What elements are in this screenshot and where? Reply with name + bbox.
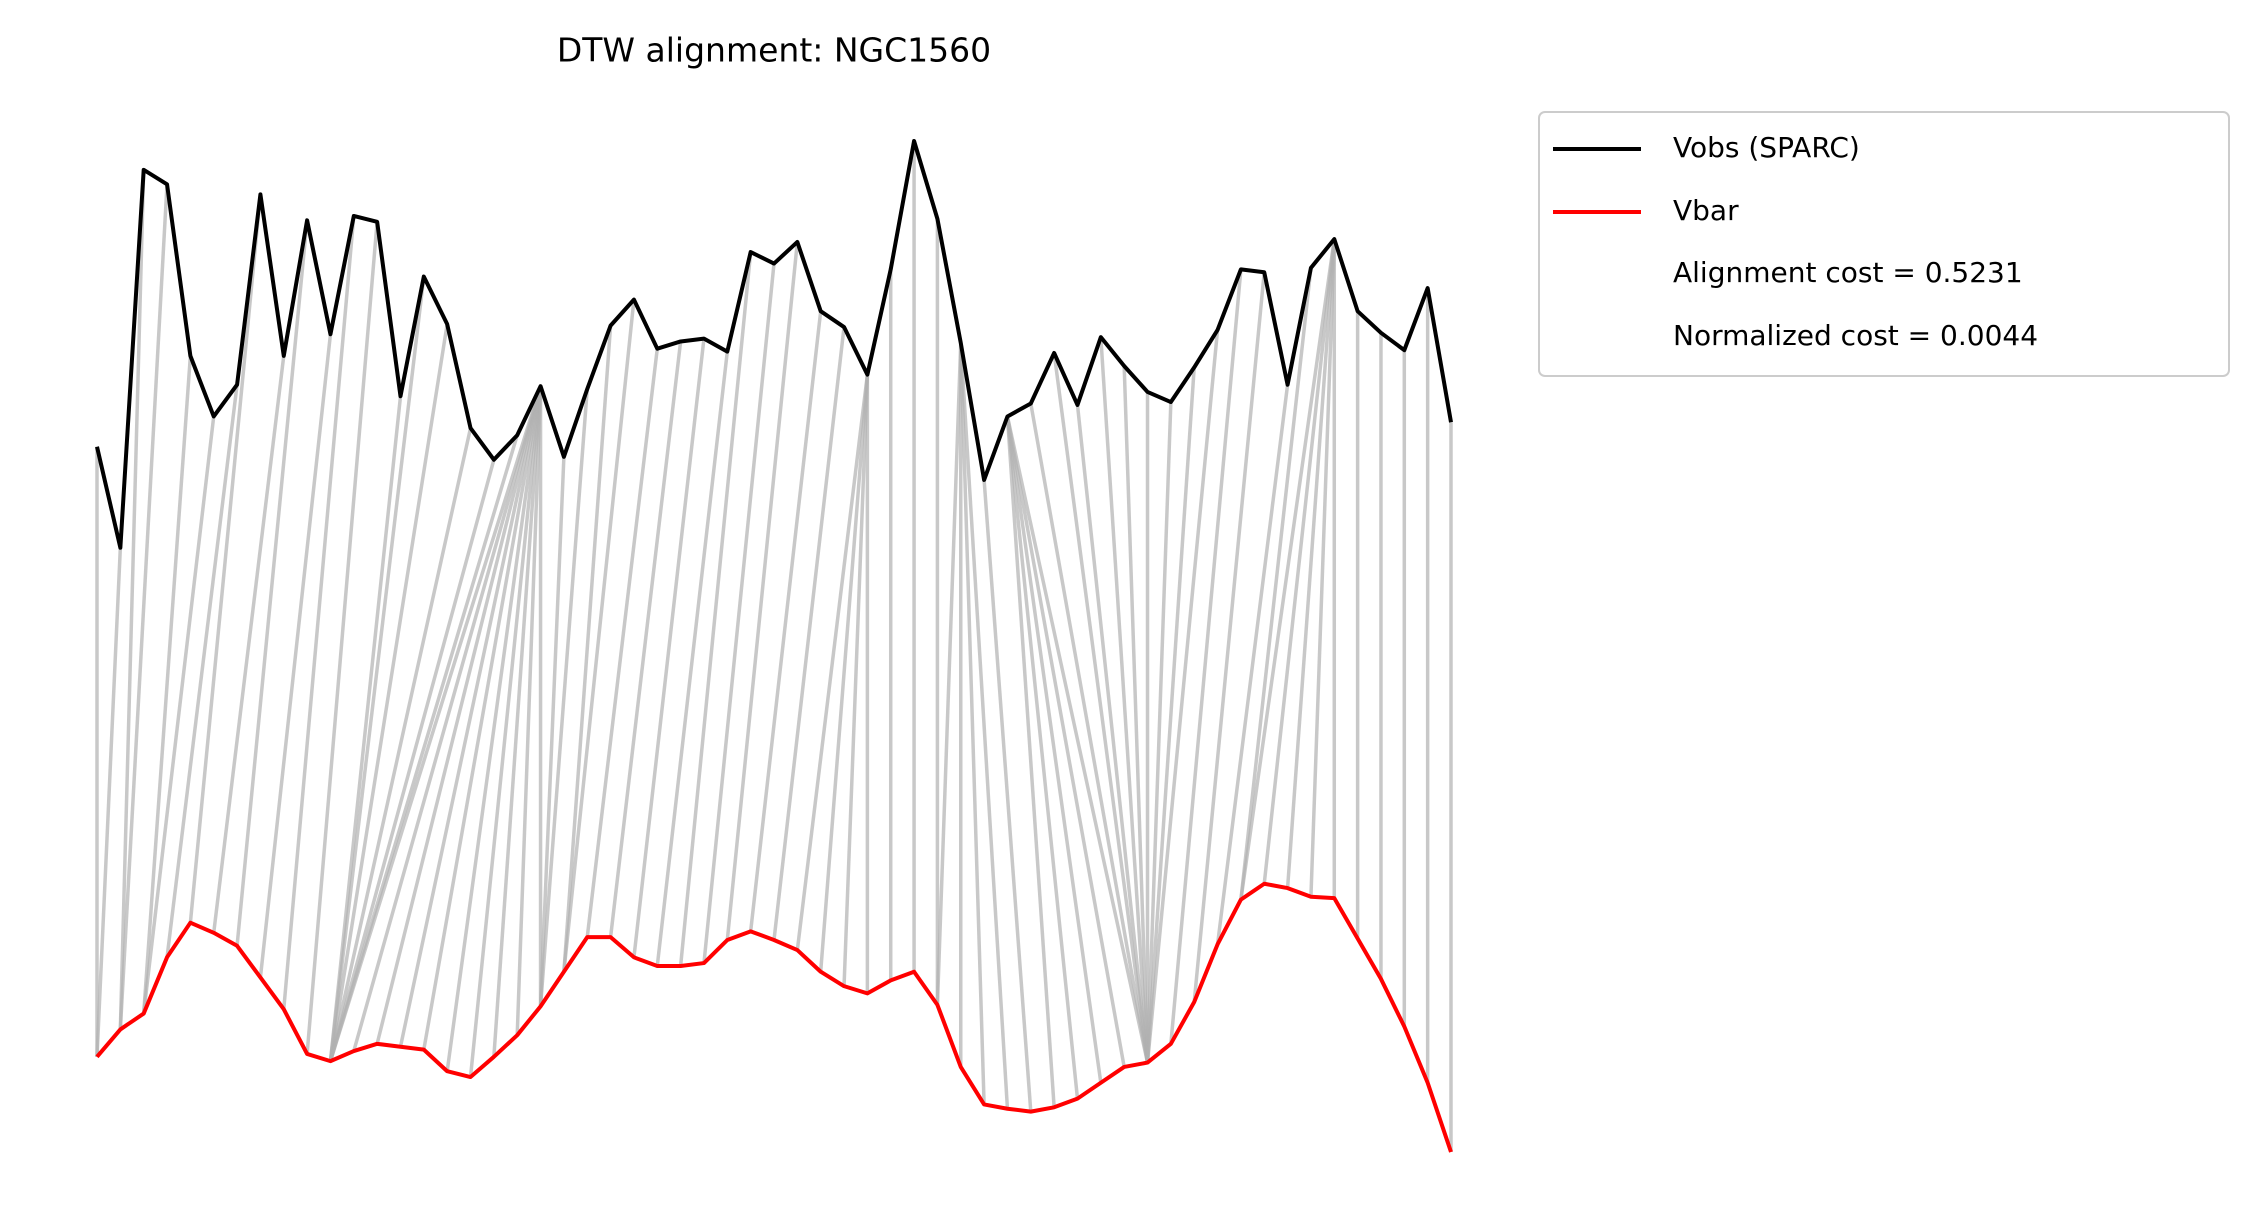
alignment-connector [1052,352,1150,1063]
alignment-connector [118,184,169,1030]
alignment-connector [1145,401,1173,1063]
alignment-connector [702,263,776,964]
alignment-connector [328,385,543,1062]
alignment-connector [1005,416,1126,1068]
alignment-connector [748,310,823,932]
alignment-connector [515,386,543,1036]
alignment-connector [398,385,543,1048]
alignment-connector [188,194,263,923]
alignment-connector [1145,367,1196,1063]
legend-note: Alignment cost = 0.5231 [1673,256,2023,289]
alignment-connector [1005,416,1056,1108]
alignment-connector [118,169,146,1030]
alignment-connector [1169,269,1243,1044]
alignment-connector [328,276,426,1062]
alignment-connector [445,385,543,1072]
alignment-connector [328,459,496,1062]
alignment-connector [352,385,543,1052]
alignment-connector [1005,416,1150,1063]
series-line [95,139,1453,550]
alignment-connector [1005,416,1103,1084]
alignment-connector [1285,238,1337,889]
alignment-connector [141,355,193,1014]
alignment-connector [982,479,1033,1112]
legend-label: Vbar [1673,194,1739,227]
alignment-connector [375,385,543,1045]
alignment-connector [935,342,963,1005]
alignment-connector [1075,404,1150,1063]
alignment-connector [1122,365,1150,1063]
alignment-connector [959,342,1010,1109]
alignment-connector [959,342,986,1105]
alignment-connector [632,338,706,958]
alignment-connector [678,251,753,967]
alignment-connector [305,221,379,1055]
alignment-connector [328,323,449,1062]
series-line [95,881,1453,1153]
alignment-connector [1192,272,1266,1003]
alignment-connector [235,220,309,946]
alignment-connector [585,348,660,938]
alignment-connector [328,427,473,1062]
alignment-connector [1005,416,1080,1099]
alignment-connector [842,374,870,987]
alignment-connector [1239,238,1337,900]
alignment-connector [538,388,589,1007]
alignment-connector [562,325,613,972]
alignment-connector [165,384,239,958]
alignment-connector [1099,337,1150,1063]
alignment-connector [772,326,846,941]
legend-note: Normalized cost = 0.0044 [1673,319,2038,352]
alignment-connector [538,456,566,1007]
alignment-connector [258,334,333,978]
alignment-connector [1145,329,1220,1063]
alignment-connector [95,547,123,1057]
alignment-connector [492,386,543,1057]
legend-box [1538,111,2230,377]
legend-label: Vobs (SPARC) [1673,131,1860,164]
alignment-connector [1309,239,1337,897]
alignment-connector [468,386,543,1078]
alignment-connector [141,416,216,1014]
alignment-connector [562,299,636,972]
alignment-connector [1029,403,1150,1063]
alignment-connector [1215,384,1290,945]
alignment-connector [1239,267,1313,900]
alignment-connector [282,215,356,1010]
alignment-connector [655,351,730,967]
alignment-connector [1262,238,1337,884]
alignment-connector [211,355,286,933]
alignment-connector [725,241,800,941]
alignment-connector [818,374,870,972]
chart-title: DTW alignment: NGC1560 [557,31,991,70]
alignment-connector [795,374,870,951]
alignment-connector [422,385,543,1050]
alignment-connector [608,341,683,938]
